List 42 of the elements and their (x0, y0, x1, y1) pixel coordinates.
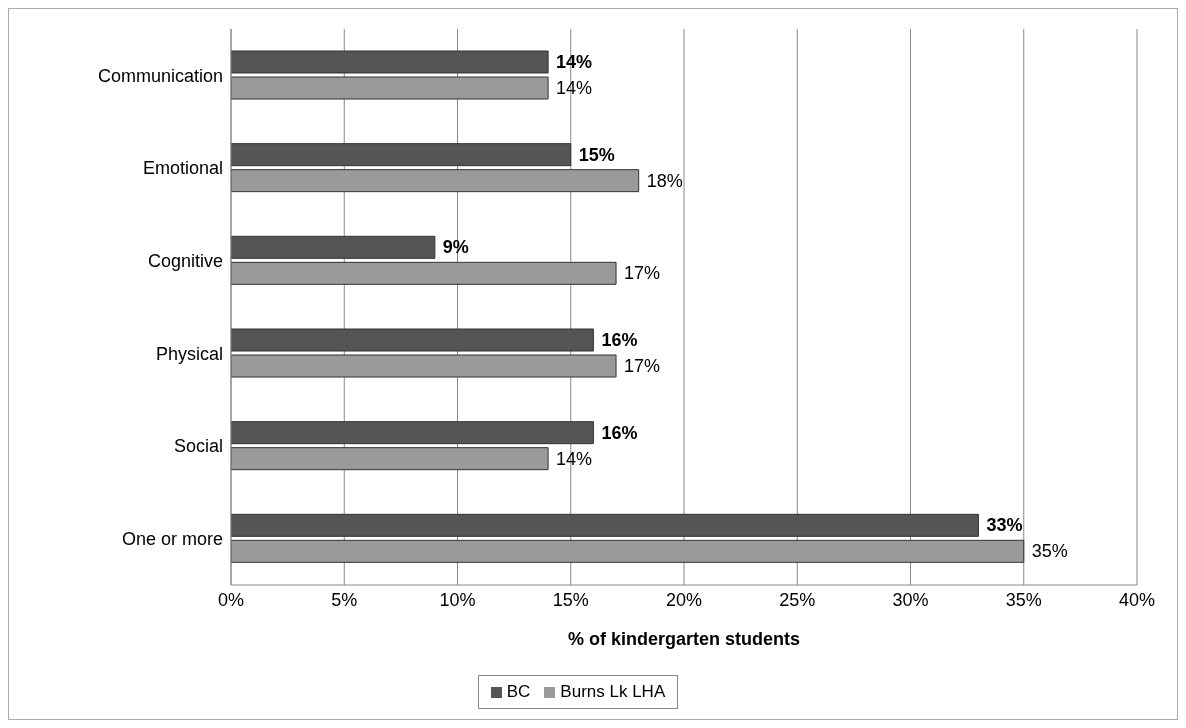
data-label: 15% (578, 144, 615, 165)
data-label: 33% (986, 515, 1023, 536)
x-tick-label: 25% (779, 589, 816, 610)
y-tick-label: Social (173, 436, 223, 457)
data-label: 9% (442, 237, 469, 258)
bar (231, 261, 617, 285)
data-label: 17% (624, 263, 661, 284)
bar (231, 539, 1025, 563)
x-tick-label: 10% (439, 589, 476, 610)
data-label: 14% (556, 448, 593, 469)
x-tick-label: 5% (331, 589, 358, 610)
bar (231, 354, 617, 378)
x-tick-label: 0% (217, 589, 245, 610)
x-tick-label: 35% (1005, 589, 1042, 610)
bar (231, 143, 572, 167)
y-tick-label: One or more (121, 529, 223, 550)
bar (231, 50, 549, 74)
y-tick-label: Communication (97, 65, 223, 86)
data-label: 18% (646, 170, 683, 191)
legend-label: BC (505, 682, 531, 702)
legend-label: Burns Lk LHA (559, 682, 666, 702)
data-label: 17% (624, 356, 661, 376)
data-label: 14% (556, 52, 593, 72)
bar (231, 76, 549, 100)
data-label: 16% (601, 422, 638, 443)
x-tick-label: 30% (892, 589, 929, 610)
y-tick-label: Cognitive (147, 251, 223, 272)
bar (231, 513, 979, 537)
data-label: 16% (601, 330, 638, 350)
y-tick-label: Emotional (142, 158, 223, 179)
bar (231, 447, 549, 471)
x-tick-label: 15% (552, 589, 589, 610)
data-label: 35% (1031, 541, 1068, 562)
bar (231, 235, 436, 259)
bar (231, 328, 594, 352)
bar (231, 169, 640, 193)
x-tick-label: 40% (1118, 589, 1156, 610)
data-label: 14% (556, 78, 593, 98)
x-tick-label: 20% (665, 589, 703, 610)
bar (231, 421, 594, 445)
y-tick-label: Physical (155, 343, 223, 364)
x-axis-title: % of kindergarten students (567, 629, 801, 649)
